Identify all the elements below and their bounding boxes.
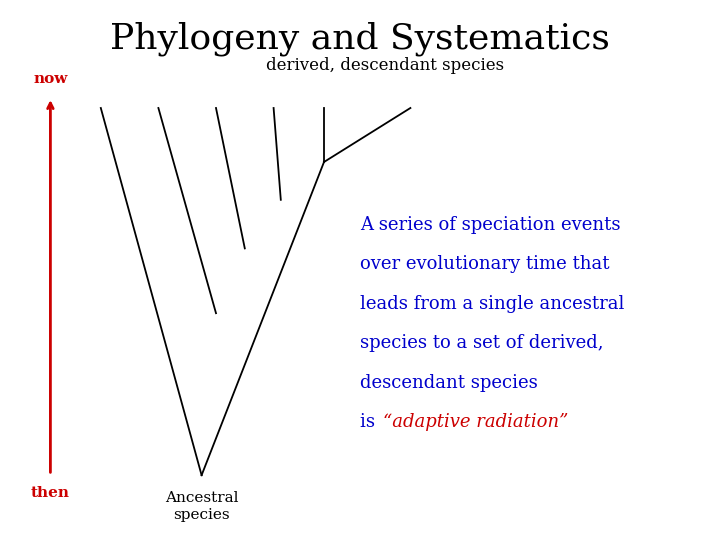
Text: descendant species: descendant species bbox=[360, 374, 538, 391]
Text: is: is bbox=[360, 413, 381, 431]
Text: “adaptive radiation”: “adaptive radiation” bbox=[383, 413, 568, 431]
Text: now: now bbox=[33, 72, 68, 86]
Text: Ancestral
species: Ancestral species bbox=[165, 491, 238, 522]
Text: leads from a single ancestral: leads from a single ancestral bbox=[360, 295, 624, 313]
Text: A series of speciation events: A series of speciation events bbox=[360, 216, 621, 234]
Text: then: then bbox=[31, 486, 70, 500]
Text: derived, descendant species: derived, descendant species bbox=[266, 57, 505, 73]
Text: Phylogeny and Systematics: Phylogeny and Systematics bbox=[110, 22, 610, 56]
Text: species to a set of derived,: species to a set of derived, bbox=[360, 334, 603, 352]
Text: over evolutionary time that: over evolutionary time that bbox=[360, 255, 610, 273]
